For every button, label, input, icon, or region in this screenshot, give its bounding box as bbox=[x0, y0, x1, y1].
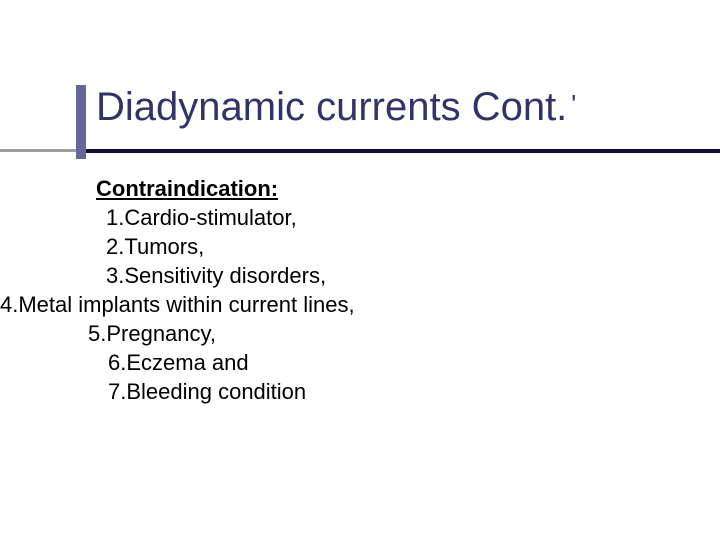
title-text: Diadynamic currents Cont. bbox=[96, 85, 567, 129]
list-item: 5.Pregnancy, bbox=[0, 319, 720, 348]
horizontal-rule-dark bbox=[86, 149, 720, 153]
slide-body: Contraindication: 1.Cardio-stimulator, 2… bbox=[0, 174, 720, 406]
list-item: 6.Eczema and bbox=[0, 348, 720, 377]
title-suffix: ' bbox=[567, 89, 576, 119]
list-item: 4.Metal implants within current lines, bbox=[0, 290, 720, 319]
list-item: 1.Cardio-stimulator, bbox=[0, 203, 720, 232]
body-heading: Contraindication: bbox=[0, 174, 720, 203]
slide: Diadynamic currents Cont.' Contraindicat… bbox=[0, 0, 720, 540]
list-item: 7.Bleeding condition bbox=[0, 377, 720, 406]
list-item: 3.Sensitivity disorders, bbox=[0, 261, 720, 290]
accent-bar bbox=[76, 85, 86, 159]
slide-title: Diadynamic currents Cont.' bbox=[96, 85, 576, 130]
list-item: 2.Tumors, bbox=[0, 232, 720, 261]
